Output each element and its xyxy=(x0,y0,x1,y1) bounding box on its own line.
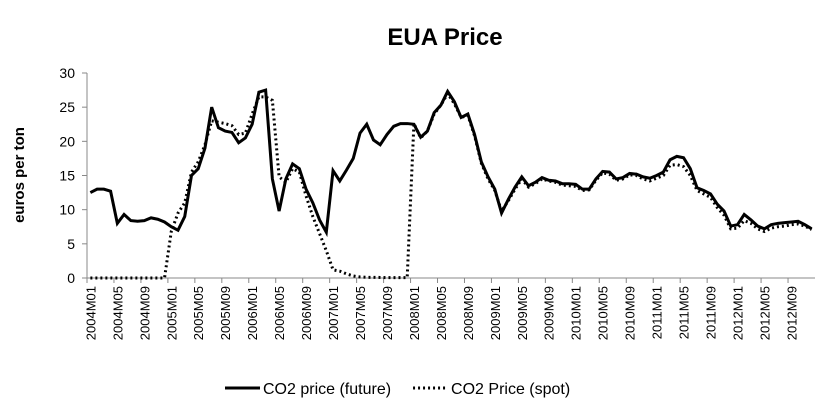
x-tick-label: 2010M09 xyxy=(623,286,638,340)
x-tick-label: 2008M09 xyxy=(461,286,476,340)
x-tick-label: 2007M05 xyxy=(353,286,368,340)
y-tick-label: 0 xyxy=(67,270,75,286)
x-tick-label: 2010M05 xyxy=(596,286,611,340)
x-tick-label: 2011M09 xyxy=(704,286,719,339)
x-tick-label: 2009M05 xyxy=(515,286,530,340)
x-tick-label: 2011M05 xyxy=(677,286,692,339)
x-tick-label: 2004M01 xyxy=(83,286,98,340)
y-tick-label: 30 xyxy=(59,65,75,81)
x-tick-label: 2006M05 xyxy=(272,286,287,340)
x-tick-label: 2009M01 xyxy=(488,286,503,340)
x-tick-label: 2006M01 xyxy=(245,286,260,340)
x-tick-label: 2005M09 xyxy=(218,286,233,340)
legend-label: CO2 price (future) xyxy=(263,381,391,398)
x-tick-label: 2004M05 xyxy=(110,286,125,340)
x-tick-label: 2008M01 xyxy=(407,286,422,340)
series-line xyxy=(90,90,813,280)
x-tick-label: 2005M01 xyxy=(164,286,179,340)
x-tick-label: 2012M01 xyxy=(730,286,745,340)
y-tick-label: 5 xyxy=(67,236,75,252)
x-tick-label: 2007M01 xyxy=(326,286,341,340)
x-tick-label: 2005M05 xyxy=(191,286,206,340)
y-tick-label: 10 xyxy=(59,202,75,218)
x-tick-label: 2007M09 xyxy=(380,286,395,340)
x-tick-label: 2009M09 xyxy=(542,286,557,340)
x-tick-label: 2004M09 xyxy=(137,286,152,340)
y-tick-label: 20 xyxy=(59,133,75,149)
x-tick-label: 2010M01 xyxy=(569,286,584,340)
y-axis-label: euros per ton xyxy=(11,127,28,223)
x-tick-label: 2011M01 xyxy=(650,286,665,339)
series-line xyxy=(89,88,813,238)
legend-label: CO2 Price (spot) xyxy=(451,381,570,398)
y-tick-label: 15 xyxy=(59,168,75,184)
x-tick-label: 2012M05 xyxy=(757,286,772,340)
x-tick-label: 2012M09 xyxy=(784,286,799,340)
x-tick-label: 2008M05 xyxy=(434,286,449,340)
chart-title: EUA Price xyxy=(387,24,502,51)
y-tick-label: 25 xyxy=(59,99,75,115)
x-tick-label: 2006M09 xyxy=(299,286,314,340)
